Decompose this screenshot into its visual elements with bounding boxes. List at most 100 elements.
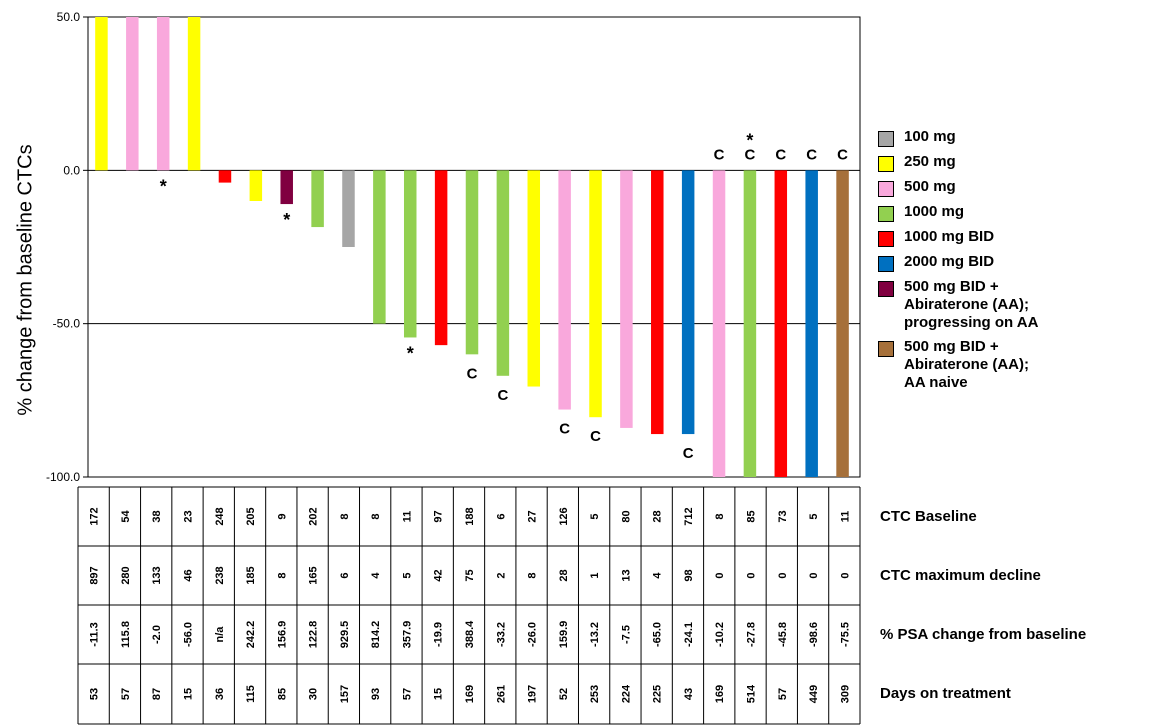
table-cell: 87 bbox=[151, 688, 163, 700]
y-tick-label: 0.0 bbox=[63, 163, 80, 177]
table-cell: -7.5 bbox=[620, 625, 632, 644]
table-cell: 11 bbox=[839, 511, 851, 523]
table-cell: -13.2 bbox=[589, 622, 601, 647]
table-cell: 261 bbox=[495, 685, 507, 703]
legend-item: 500 mg bbox=[878, 178, 1148, 197]
table-cell: -33.2 bbox=[495, 622, 507, 647]
table-cell: 514 bbox=[746, 684, 758, 703]
table-cell: 0 bbox=[777, 572, 789, 578]
table-cell: 0 bbox=[839, 572, 851, 578]
table-cell: 165 bbox=[308, 566, 320, 584]
legend-label: 2000 mg BID bbox=[904, 253, 995, 270]
bar bbox=[403, 170, 417, 338]
table-cell: 188 bbox=[464, 507, 476, 525]
table-cell: 8 bbox=[527, 572, 539, 578]
legend-label: 100 mg bbox=[904, 128, 956, 145]
table-cell: 13 bbox=[620, 569, 632, 581]
bar bbox=[311, 170, 324, 228]
table-cell: 388.4 bbox=[464, 620, 476, 648]
table-cell: 11 bbox=[401, 511, 413, 523]
bar bbox=[836, 170, 849, 478]
table-cell: 309 bbox=[839, 685, 851, 703]
table-row-label: CTC maximum decline bbox=[880, 566, 1041, 584]
table-cell: 0 bbox=[808, 572, 820, 578]
legend-label: 1000 mg bbox=[904, 203, 965, 220]
table-cell: 42 bbox=[433, 569, 445, 581]
table-cell: 169 bbox=[464, 685, 476, 703]
table-cell: 53 bbox=[89, 688, 101, 700]
bars bbox=[95, 17, 849, 478]
table-cell: 4 bbox=[652, 572, 664, 579]
bar bbox=[465, 170, 479, 355]
bar bbox=[774, 170, 788, 478]
table-cell: 52 bbox=[558, 688, 570, 700]
bar bbox=[156, 17, 170, 171]
legend-item: 100 mg bbox=[878, 128, 1148, 147]
bar bbox=[126, 17, 139, 171]
table-row-label: CTC Baseline bbox=[880, 507, 977, 525]
table-cell: 357.9 bbox=[401, 621, 413, 649]
table-cell: n/a bbox=[214, 626, 226, 643]
y-tick-label: -50.0 bbox=[53, 317, 81, 331]
table-cell: 449 bbox=[808, 685, 820, 703]
table-cell: -75.5 bbox=[839, 622, 851, 647]
legend-label: 500 mg bbox=[904, 178, 956, 195]
bar-annotation: * bbox=[283, 210, 290, 230]
bar-annotation: C bbox=[837, 146, 848, 163]
legend-swatch bbox=[878, 131, 894, 147]
table-cell: 202 bbox=[308, 507, 320, 525]
table-cell: 36 bbox=[214, 688, 226, 700]
table-cell: 43 bbox=[683, 688, 695, 700]
table-cell: 1 bbox=[589, 572, 601, 578]
bar bbox=[95, 17, 108, 171]
table-cell: 8 bbox=[370, 513, 382, 519]
table-cell: 253 bbox=[589, 685, 601, 703]
table-cell: -27.8 bbox=[746, 622, 758, 647]
table-cell: 8 bbox=[339, 513, 351, 519]
table-cell: -11.3 bbox=[89, 622, 101, 646]
bar bbox=[249, 170, 263, 201]
table-cell: 5 bbox=[589, 513, 601, 519]
table-cell: 38 bbox=[151, 510, 163, 522]
y-axis-ticks: 50.0 0.0 -50.0 -100.0 bbox=[46, 10, 88, 484]
table-cell: 57 bbox=[777, 688, 789, 700]
bar-annotation: C bbox=[806, 146, 817, 163]
legend-swatch bbox=[878, 231, 894, 247]
table-cell: -10.2 bbox=[714, 622, 726, 647]
bar bbox=[496, 170, 510, 376]
bar-annotations: ***CCC CCC*C C C C bbox=[160, 130, 848, 462]
bar-annotation: C bbox=[467, 365, 478, 382]
legend-item: 500 mg BID + Abiraterone (AA); progressi… bbox=[878, 278, 1148, 332]
bar-annotation: C bbox=[744, 146, 755, 163]
table-cell: -98.6 bbox=[808, 622, 820, 647]
legend-label: 1000 mg BID bbox=[904, 228, 995, 245]
legend: 100 mg 250 mg 500 mg 1000 mg 1000 mg BID 2000… bbox=[878, 128, 1148, 398]
table-cell: 6 bbox=[495, 513, 507, 519]
table-cell: 126 bbox=[558, 507, 570, 525]
bar-annotation: * bbox=[746, 130, 753, 150]
table-cell: 57 bbox=[120, 688, 132, 700]
legend-item: 2000 mg BID bbox=[878, 253, 1148, 272]
table-cell: 205 bbox=[245, 507, 257, 525]
table-cell: 93 bbox=[370, 688, 382, 700]
legend-item: 1000 mg bbox=[878, 203, 1148, 222]
table-cell: 929.5 bbox=[339, 621, 351, 649]
table-cell: 73 bbox=[777, 510, 789, 522]
y-tick-label: -100.0 bbox=[46, 470, 80, 484]
bar bbox=[743, 170, 757, 478]
bar bbox=[218, 170, 232, 183]
y-axis-label: % change from baseline CTCs bbox=[14, 144, 37, 416]
bar-annotation: C bbox=[590, 428, 601, 445]
legend-label: 250 mg bbox=[904, 153, 956, 170]
table-cell: 8 bbox=[276, 572, 288, 578]
table-cell: 0 bbox=[714, 572, 726, 578]
legend-swatch bbox=[878, 256, 894, 272]
table-cell: 9 bbox=[276, 513, 288, 519]
table-cell: 2 bbox=[495, 572, 507, 578]
table-cell: 28 bbox=[558, 569, 570, 581]
table-cell: 197 bbox=[527, 685, 539, 703]
table-cell: 15 bbox=[182, 688, 194, 700]
bar bbox=[681, 170, 695, 435]
bar-annotation: C bbox=[775, 146, 786, 163]
